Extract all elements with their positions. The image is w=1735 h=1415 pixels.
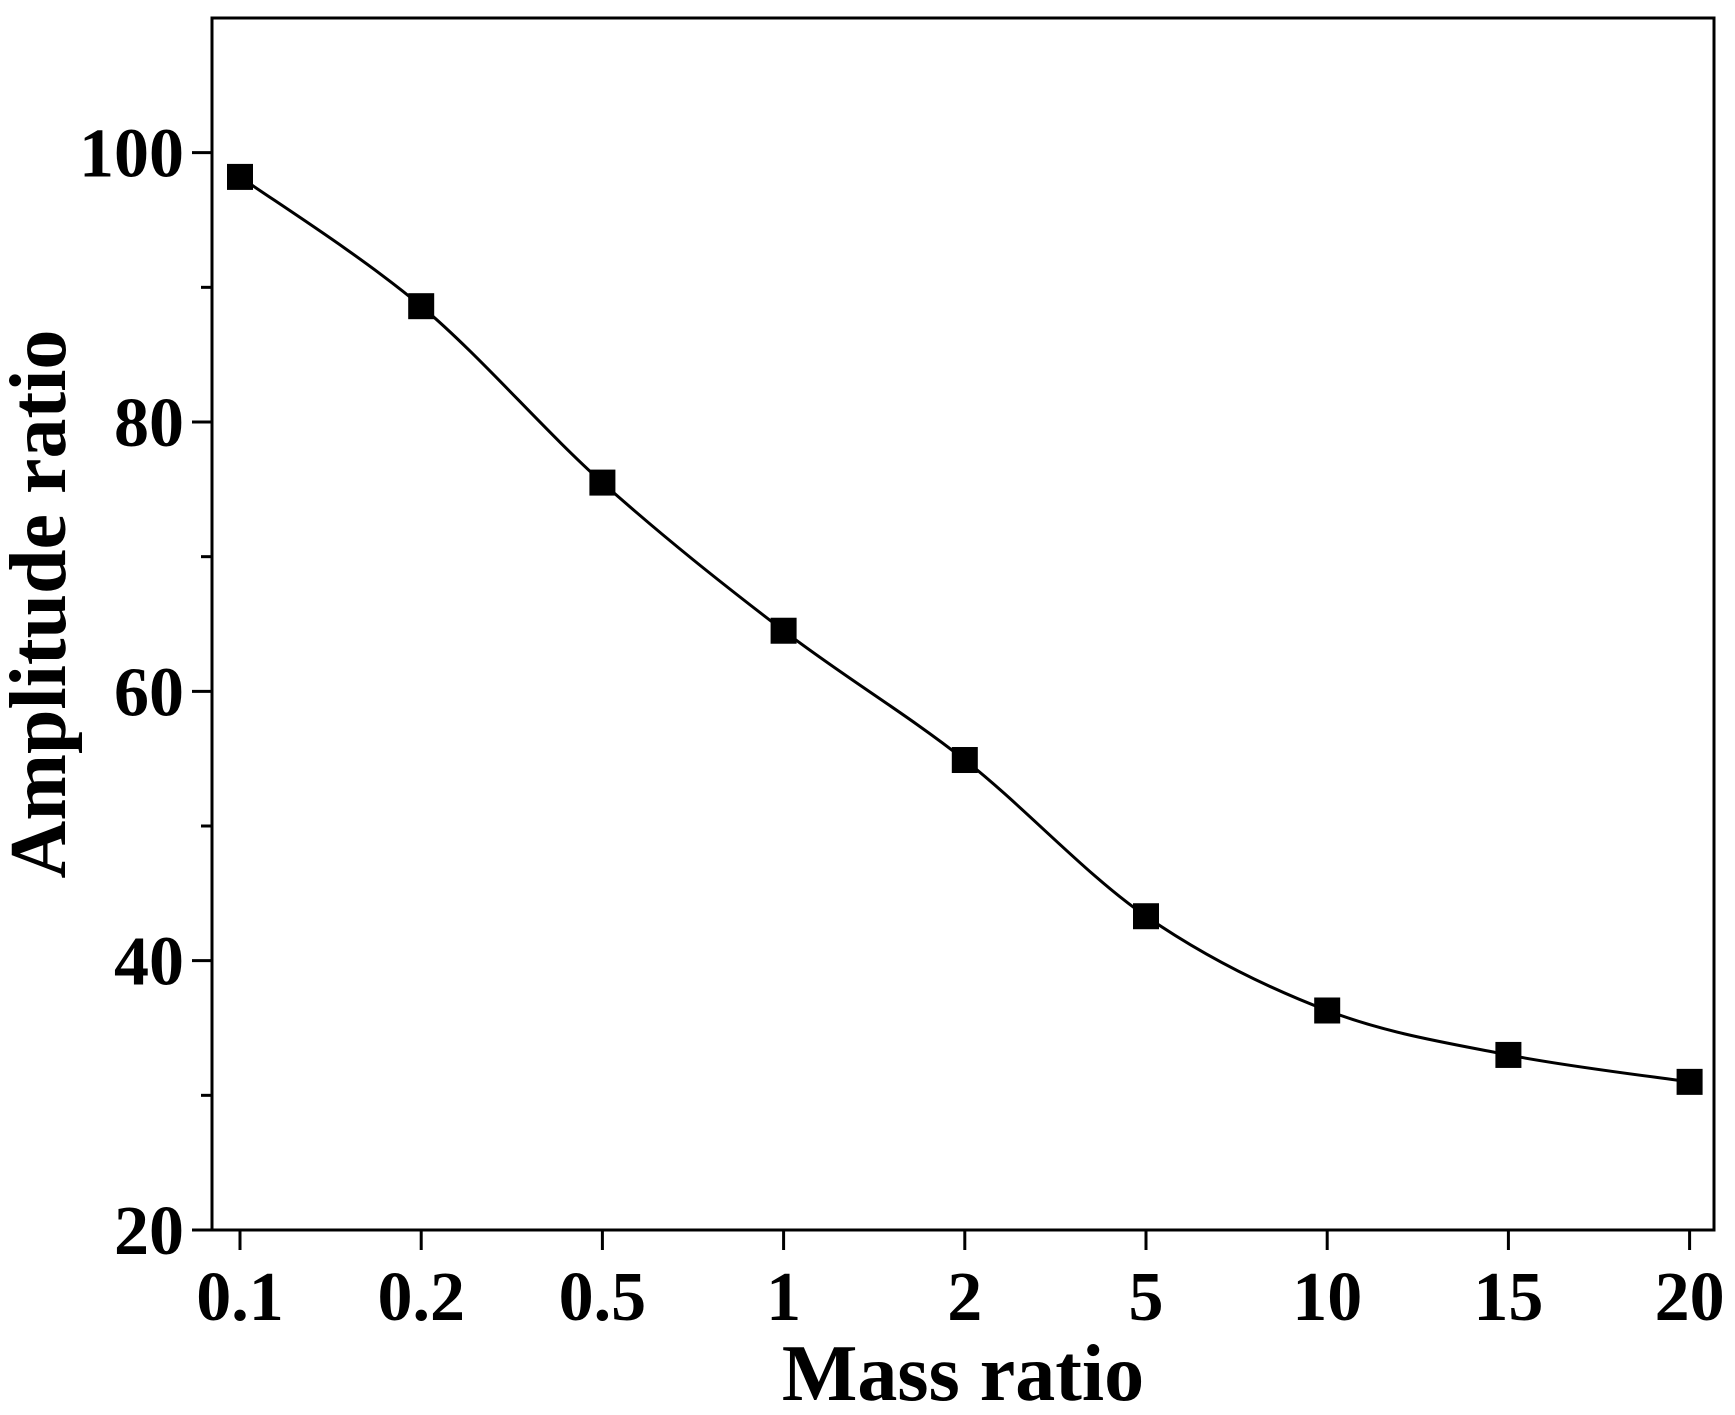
plot-frame <box>210 16 1716 1232</box>
x-tick-label: 5 <box>1129 1259 1164 1336</box>
x-tick-label: 10 <box>1292 1259 1362 1336</box>
y-tick-label: 40 <box>114 924 184 1001</box>
data-series <box>227 163 1703 1095</box>
y-tick-label: 60 <box>114 654 184 731</box>
data-point-marker <box>227 163 253 190</box>
data-point-marker <box>408 293 435 320</box>
x-tick-label: 20 <box>1655 1259 1725 1336</box>
y-tick-label: 80 <box>114 385 184 462</box>
ticks <box>192 151 1692 1250</box>
x-tick-label: 0.5 <box>559 1259 647 1336</box>
data-point-marker <box>1676 1068 1703 1095</box>
data-point-marker <box>1133 903 1159 930</box>
y-axis-title: Amplitude ratio <box>0 330 83 879</box>
x-tick-label: 0.2 <box>377 1259 465 1336</box>
y-tick-label: 100 <box>79 116 184 193</box>
data-point-marker <box>951 747 978 774</box>
x-tick-label: 0.1 <box>196 1259 284 1336</box>
tick-labels: 20 40 60 80 100 0.1 0.2 0.5 1 2 5 10 15 20 <box>79 116 1725 1336</box>
axes <box>210 16 1716 1232</box>
data-point-marker <box>1495 1041 1522 1068</box>
y-tick-label: 20 <box>114 1193 184 1270</box>
data-point-marker <box>1314 997 1341 1024</box>
x-tick-label: 15 <box>1473 1259 1543 1336</box>
x-tick-label: 2 <box>947 1259 982 1336</box>
x-axis-title: Mass ratio <box>782 1330 1144 1415</box>
x-tick-label: 1 <box>766 1259 801 1336</box>
data-point-marker <box>589 469 616 496</box>
data-point-marker <box>770 617 797 644</box>
